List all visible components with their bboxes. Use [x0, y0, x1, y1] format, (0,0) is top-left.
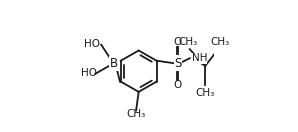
Text: CH₃: CH₃ — [178, 37, 197, 47]
Text: NH: NH — [192, 53, 207, 63]
Text: O: O — [174, 80, 182, 90]
Text: S: S — [174, 57, 182, 70]
Text: B: B — [109, 57, 117, 70]
Text: CH₃: CH₃ — [126, 109, 146, 119]
Text: HO: HO — [81, 68, 97, 78]
Text: HO: HO — [84, 39, 100, 49]
Text: CH₃: CH₃ — [210, 37, 230, 47]
Text: CH₃: CH₃ — [195, 88, 215, 98]
Text: O: O — [174, 37, 182, 47]
